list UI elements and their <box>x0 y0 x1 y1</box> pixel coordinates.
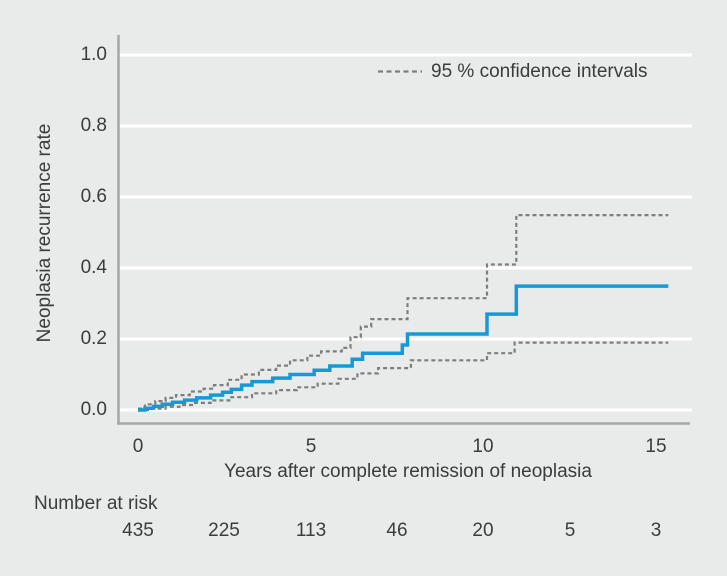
x-axis-title: Years after complete remission of neopla… <box>224 461 592 482</box>
y-tick-0.4: 0.4 <box>80 257 107 278</box>
y-axis-title: Neoplasia recurrence rate <box>34 123 55 343</box>
neoplasia-recurrence-rate-curve <box>138 284 669 412</box>
y-tick-1.0: 1.0 <box>80 44 107 65</box>
x-tick-15: 15 <box>645 436 667 457</box>
risk-count-year-5: 113 <box>295 520 327 541</box>
y-tick-0.0: 0.0 <box>80 399 107 420</box>
risk-count-year-15: 3 <box>650 520 662 541</box>
ci-upper-curve <box>138 214 669 410</box>
number-at-risk-label: Number at risk <box>34 493 158 514</box>
risk-count-year-12.5: 5 <box>564 520 576 541</box>
risk-count-year-7.5: 46 <box>386 520 408 541</box>
risk-count-year-2.5: 225 <box>208 520 240 541</box>
ci-lower-curve <box>138 341 669 412</box>
x-tick-0: 0 <box>132 436 144 457</box>
legend-label: 95 % confidence intervals <box>431 61 648 82</box>
x-tick-10: 10 <box>472 436 494 457</box>
x-tick-5: 5 <box>305 436 317 457</box>
y-tick-0.8: 0.8 <box>80 115 107 136</box>
y-tick-0.6: 0.6 <box>80 186 107 207</box>
risk-count-year-0: 435 <box>122 520 154 541</box>
y-tick-0.2: 0.2 <box>80 328 107 349</box>
risk-count-year-10: 20 <box>472 520 494 541</box>
